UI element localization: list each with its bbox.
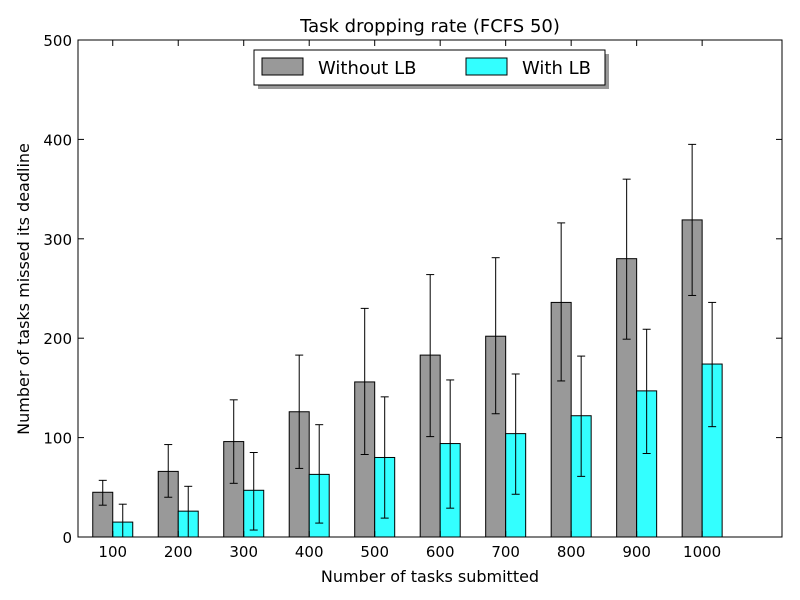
error-bar-without-lb-600: [426, 274, 435, 438]
plot-frame: [77, 39, 783, 538]
error-bar-with-lb-700: [511, 373, 520, 495]
error-bar-without-lb-400: [295, 354, 304, 469]
x-axis: 100 200 300 400 500 600 700 800 900 1000: [98, 40, 721, 561]
y-tick-label: 100: [43, 430, 72, 448]
error-bar-with-lb-800: [577, 355, 586, 477]
legend-label-with-lb: With LB: [522, 58, 591, 79]
x-tick-label: 700: [491, 543, 520, 561]
y-tick-label: 0: [62, 529, 72, 547]
error-bar-without-lb-200: [164, 444, 173, 498]
legend: Without LB With LB: [253, 49, 609, 89]
y-tick-300: 300: [43, 231, 782, 249]
error-bar-without-lb-700: [491, 257, 500, 415]
error-bar-without-lb-500: [360, 307, 369, 455]
error-bar-with-lb-600: [446, 379, 455, 509]
error-bars-layer: [98, 143, 717, 538]
chart-title: Task dropping rate (FCFS 50): [299, 16, 560, 37]
x-tick-label: 400: [295, 543, 324, 561]
legend-label-without-lb: Without LB: [318, 58, 416, 79]
x-tick-label: 100: [98, 543, 127, 561]
x-tick-100: 100: [98, 40, 127, 561]
error-bar-with-lb-300: [249, 452, 258, 531]
y-tick-400: 400: [43, 131, 782, 149]
error-bar-with-lb-900: [642, 328, 651, 455]
x-tick-600: 600: [426, 40, 455, 561]
x-tick-300: 300: [229, 40, 258, 561]
error-bar-without-lb-1000: [688, 143, 697, 296]
legend-swatch-without-lb: [261, 57, 304, 76]
y-axis-label: Number of tasks missed its deadline: [14, 143, 33, 435]
legend-swatch-with-lb: [465, 57, 508, 76]
x-tick-400: 400: [295, 40, 324, 561]
error-bar-without-lb-100: [98, 479, 107, 506]
y-tick-200: 200: [43, 330, 782, 348]
bars-layer: [92, 219, 723, 538]
x-tick-500: 500: [360, 40, 389, 561]
error-bar-without-lb-800: [557, 222, 566, 382]
error-bar-with-lb-400: [315, 424, 324, 524]
y-tick-100: 100: [43, 430, 782, 448]
legend-box: [253, 49, 606, 86]
y-axis: 0 100 200 300 400 500: [43, 32, 782, 547]
error-bar-with-lb-1000: [708, 301, 717, 428]
x-tick-700: 700: [491, 40, 520, 561]
x-tick-label: 300: [229, 543, 258, 561]
x-tick-label: 1000: [683, 543, 721, 561]
x-tick-200: 200: [164, 40, 193, 561]
x-tick-1000: 1000: [683, 40, 721, 561]
y-tick-label: 400: [43, 131, 72, 149]
error-bar-without-lb-300: [229, 399, 238, 484]
x-tick-900: 900: [622, 40, 651, 561]
x-axis-label: Number of tasks submitted: [321, 567, 539, 586]
y-tick-label: 500: [43, 32, 72, 50]
x-tick-label: 500: [360, 543, 389, 561]
y-tick-label: 200: [43, 330, 72, 348]
x-tick-800: 800: [557, 40, 586, 561]
x-tick-label: 600: [426, 543, 455, 561]
y-tick-label: 300: [43, 231, 72, 249]
x-tick-label: 200: [164, 543, 193, 561]
error-bar-with-lb-500: [380, 396, 389, 519]
error-bar-without-lb-900: [622, 178, 631, 340]
x-tick-label: 900: [622, 543, 651, 561]
y-tick-500: 500: [43, 32, 782, 50]
x-tick-label: 800: [557, 543, 586, 561]
y-tick-0: 0: [62, 529, 782, 547]
